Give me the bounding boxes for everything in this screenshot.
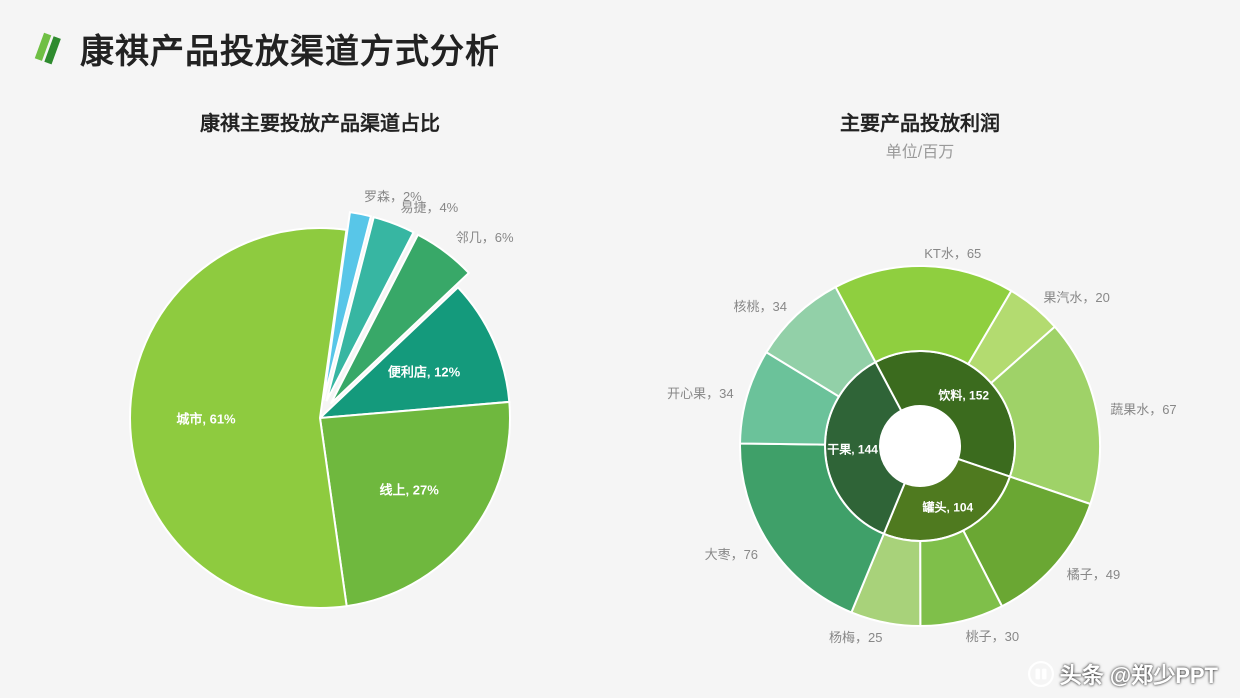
pie-slice <box>320 402 510 606</box>
page-root: 康祺产品投放渠道方式分析 康祺主要投放产品渠道占比 罗森，2%易捷，4%邻几，6… <box>0 0 1240 698</box>
sunburst-outer-label: 核桃，34 <box>697 296 787 315</box>
right-chart: 主要产品投放利润 单位/百万 饮料, 152 罐头, 104 干果, 144 KT水，… <box>640 93 1200 686</box>
sunburst-outer-label: 杨梅，25 <box>792 627 882 646</box>
bars-icon <box>32 32 66 66</box>
pie-slice-label: 易捷，4% <box>400 197 458 216</box>
left-chart: 康祺主要投放产品渠道占比 罗森，2%易捷，4%邻几，6%便利店, 12%线上, … <box>40 93 600 658</box>
watermark: 头条 @郑少PPT <box>1028 658 1218 690</box>
watermark-text: 头条 @郑少PPT <box>1060 658 1218 690</box>
pie-slice-label: 城市, 61% <box>176 409 235 428</box>
charts-row: 康祺主要投放产品渠道占比 罗森，2%易捷，4%邻几，6%便利店, 12%线上, … <box>0 73 1240 686</box>
sunburst-outer-label: 橘子，49 <box>1067 564 1120 583</box>
sunburst-inner-label: 饮料, 152 <box>938 386 989 403</box>
pie-slice-label: 线上, 27% <box>380 480 439 499</box>
sunburst-inner-label: 干果, 144 <box>827 441 878 458</box>
sunburst-outer-label: 开心果，34 <box>644 383 734 402</box>
sunburst-outer-label: KT水，65 <box>924 243 981 262</box>
sunburst-inner-label: 罐头, 104 <box>923 499 974 516</box>
page-title: 康祺产品投放渠道方式分析 <box>80 24 500 73</box>
right-chart-title: 主要产品投放利润 <box>640 107 1200 136</box>
sunburst-outer-label: 桃子，30 <box>966 626 1019 645</box>
pie-slice-label: 便利店, 12% <box>388 362 460 381</box>
sunburst-outer-label: 蔬果水，67 <box>1110 399 1176 418</box>
right-chart-canvas: 饮料, 152 罐头, 104 干果, 144 KT水，65 果汽水，20 蔬果水，67 橘… <box>640 166 1200 686</box>
title-row: 康祺产品投放渠道方式分析 <box>0 0 1240 73</box>
watermark-icon <box>1028 661 1054 687</box>
sunburst-outer-label: 大枣，76 <box>668 544 758 563</box>
sunburst-outer-label: 果汽水，20 <box>1043 287 1109 306</box>
right-chart-subtitle: 单位/百万 <box>640 138 1200 162</box>
left-chart-title: 康祺主要投放产品渠道占比 <box>40 107 600 136</box>
pie-slice <box>130 228 347 608</box>
pie-slice-label: 邻几，6% <box>456 227 514 246</box>
left-chart-canvas: 罗森，2%易捷，4%邻几，6%便利店, 12%线上, 27%城市, 61% <box>40 138 600 658</box>
